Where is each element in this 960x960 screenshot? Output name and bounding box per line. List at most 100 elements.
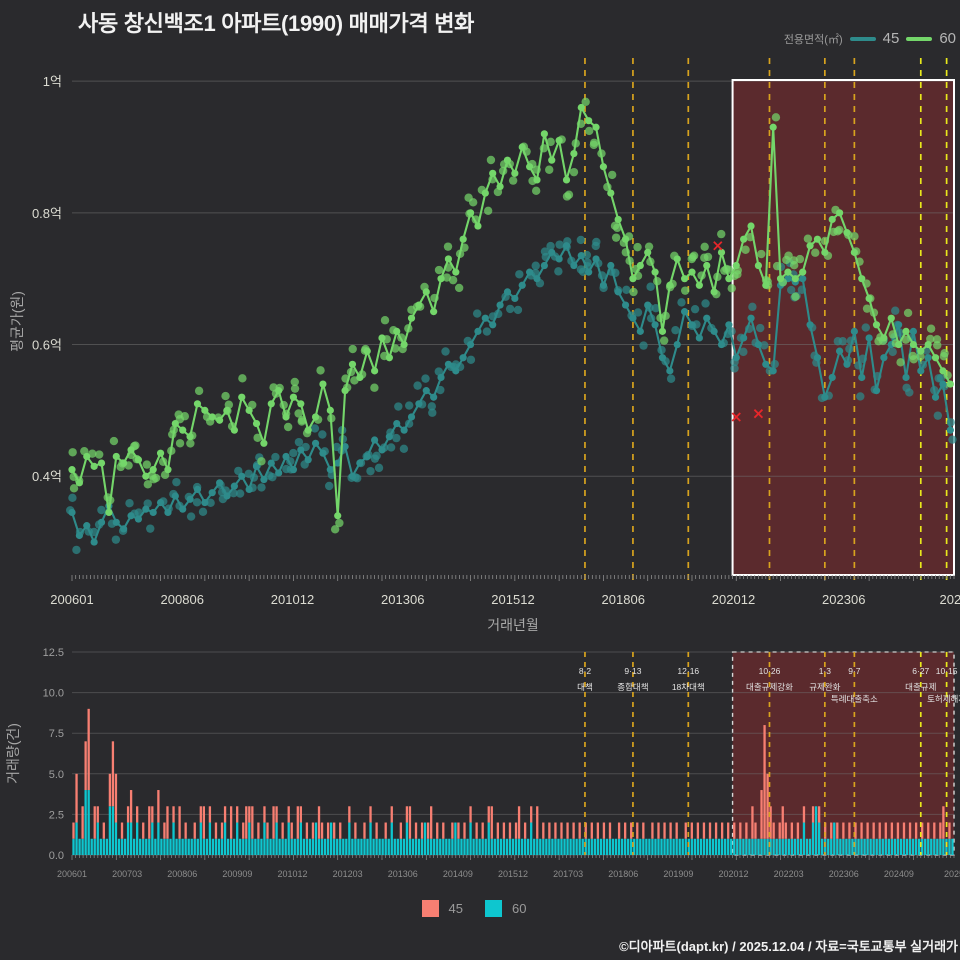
volume-bar-45 <box>490 806 493 839</box>
volume-bar-45 <box>939 822 942 839</box>
volume-bar-60 <box>569 838 572 855</box>
data-point <box>688 321 696 329</box>
volume-bar-60 <box>405 822 409 855</box>
volume-bar-60 <box>499 838 503 855</box>
volume-bar-60 <box>520 838 524 855</box>
volume-bar-60 <box>184 838 187 855</box>
volume-bar-45 <box>348 806 351 823</box>
data-point <box>688 252 697 262</box>
volume-bar-45 <box>854 822 857 839</box>
y-tick-label: 5.0 <box>49 769 64 781</box>
data-point <box>821 248 829 256</box>
volume-bar-60 <box>187 838 190 855</box>
volume-bar-60 <box>326 838 330 855</box>
data-point <box>673 255 681 263</box>
data-point <box>290 384 300 393</box>
volume-bar-45 <box>487 806 490 823</box>
volume-bar-60 <box>711 838 715 855</box>
data-point <box>413 381 422 390</box>
volume-bar-60 <box>269 838 272 855</box>
volume-bar-60 <box>323 838 327 855</box>
volume-bar-45 <box>311 822 315 839</box>
data-point <box>513 305 523 315</box>
y-tick-label: 10.0 <box>43 688 64 700</box>
volume-bar-60 <box>366 838 369 855</box>
data-point <box>725 275 733 283</box>
volume-bar-60 <box>163 838 166 855</box>
volume-bar-60 <box>408 838 412 855</box>
legend-label-60-volume: 60 <box>512 901 527 916</box>
volume-bar-60 <box>199 822 202 855</box>
x-tick-label: 202012 <box>718 869 748 879</box>
data-point <box>540 261 548 270</box>
policy-date-label: 9·7 <box>848 666 861 676</box>
data-point <box>747 222 755 230</box>
volume-bar-60 <box>917 838 921 855</box>
data-point <box>201 498 209 507</box>
data-point <box>72 545 81 555</box>
volume-bar-45 <box>848 822 851 839</box>
data-point <box>283 422 293 432</box>
volume-bar-45 <box>572 822 575 839</box>
volume-bar-60 <box>690 838 693 855</box>
volume-bar-45 <box>948 822 951 839</box>
data-point <box>591 241 600 251</box>
volume-bar-60 <box>278 838 281 855</box>
volume-bar-60 <box>272 838 275 855</box>
data-point <box>378 334 386 342</box>
volume-bar-45 <box>690 822 693 839</box>
volume-bar-45 <box>248 806 251 823</box>
volume-bar-60 <box>481 838 484 855</box>
data-point <box>142 505 150 513</box>
data-point <box>316 366 325 375</box>
data-point <box>370 383 379 392</box>
data-point <box>865 334 873 342</box>
data-point <box>806 242 814 250</box>
page-title: 사동 창신백조1 아파트(1990) 매매가격 변화 <box>78 11 475 36</box>
volume-bar-60 <box>523 838 527 855</box>
volume-bar-45 <box>114 773 118 823</box>
data-point <box>75 479 83 487</box>
volume-bar-60 <box>648 838 651 855</box>
volume-bar-60 <box>336 838 339 855</box>
volume-bar-45 <box>784 822 787 839</box>
volume-bar-60 <box>205 838 209 855</box>
volume-bar-45 <box>384 822 387 839</box>
data-point <box>546 137 555 147</box>
volume-bar-60 <box>623 838 627 855</box>
data-point <box>386 443 396 452</box>
volume-bar-45 <box>451 822 454 839</box>
volume-bar-60 <box>108 806 112 855</box>
data-point <box>909 327 918 335</box>
volume-bar-60 <box>627 838 630 855</box>
volume-bar-60 <box>448 838 451 855</box>
volume-bar-60 <box>157 822 160 855</box>
series-markers-60 <box>68 103 954 520</box>
data-point <box>795 254 805 264</box>
volume-bar-60 <box>684 838 687 855</box>
data-point <box>695 281 703 289</box>
volume-bar-60 <box>784 838 787 855</box>
volume-bar-45 <box>914 822 918 839</box>
volume-bar-60 <box>72 838 75 855</box>
data-point <box>348 472 357 480</box>
volume-bar-45 <box>178 806 181 839</box>
data-point <box>701 299 710 308</box>
data-point <box>164 466 172 474</box>
data-point <box>394 402 403 411</box>
volume-bar-60 <box>357 838 360 855</box>
volume-bar-60 <box>390 822 393 855</box>
volume-bar-60 <box>281 838 284 855</box>
data-point <box>385 354 393 362</box>
volume-bar-45 <box>860 822 863 839</box>
volume-bar-60 <box>536 838 539 855</box>
data-point <box>109 436 119 446</box>
x-tick-label: 202203 <box>774 869 804 879</box>
volume-bar-45 <box>657 822 660 839</box>
volume-bar-45 <box>902 822 906 839</box>
data-point <box>909 340 918 349</box>
volume-bar-60 <box>769 838 772 855</box>
policy-date-label: 10·26 <box>759 666 781 676</box>
volume-highlight-border <box>731 651 955 856</box>
